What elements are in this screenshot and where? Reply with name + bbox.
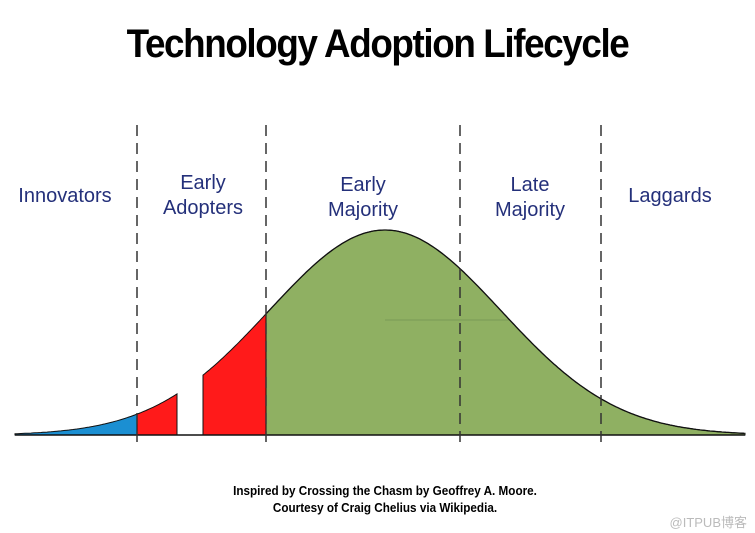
label-late-majority: Late Majority <box>494 174 565 221</box>
early-adopters-area-left <box>136 392 178 436</box>
watermark: @ITPUB博客 <box>669 515 747 530</box>
label-innovators: Innovators <box>18 185 112 207</box>
caption: Inspired by Crossing the Chasm by Geoffr… <box>219 482 552 516</box>
innovators-area <box>14 413 138 436</box>
page-title: Technology Adoption Lifecycle <box>126 22 630 66</box>
label-early-majority: Early Majority <box>327 174 398 221</box>
majority-laggards-area <box>265 229 746 436</box>
label-laggards: Laggards <box>628 185 712 207</box>
caption-line-1: Inspired by Crossing the Chasm by Geoffr… <box>233 483 537 498</box>
early-adopters-area-right <box>202 312 267 436</box>
label-early-adopters: Early Adopters <box>162 172 244 219</box>
caption-line-2: Courtesy of Craig Chelius via Wikipedia. <box>272 500 498 515</box>
bell-curve <box>265 229 745 434</box>
